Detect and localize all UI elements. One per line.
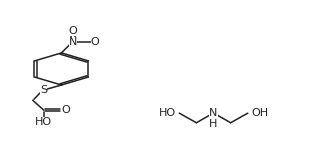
Text: N: N (69, 37, 77, 47)
Text: HO: HO (35, 117, 53, 127)
Text: N: N (209, 108, 218, 118)
Text: O: O (90, 37, 99, 47)
Text: HO: HO (159, 108, 176, 118)
Text: O: O (69, 26, 78, 36)
Text: O: O (61, 105, 70, 115)
Text: H: H (209, 119, 218, 129)
Text: OH: OH (251, 108, 268, 118)
Text: S: S (40, 85, 48, 95)
